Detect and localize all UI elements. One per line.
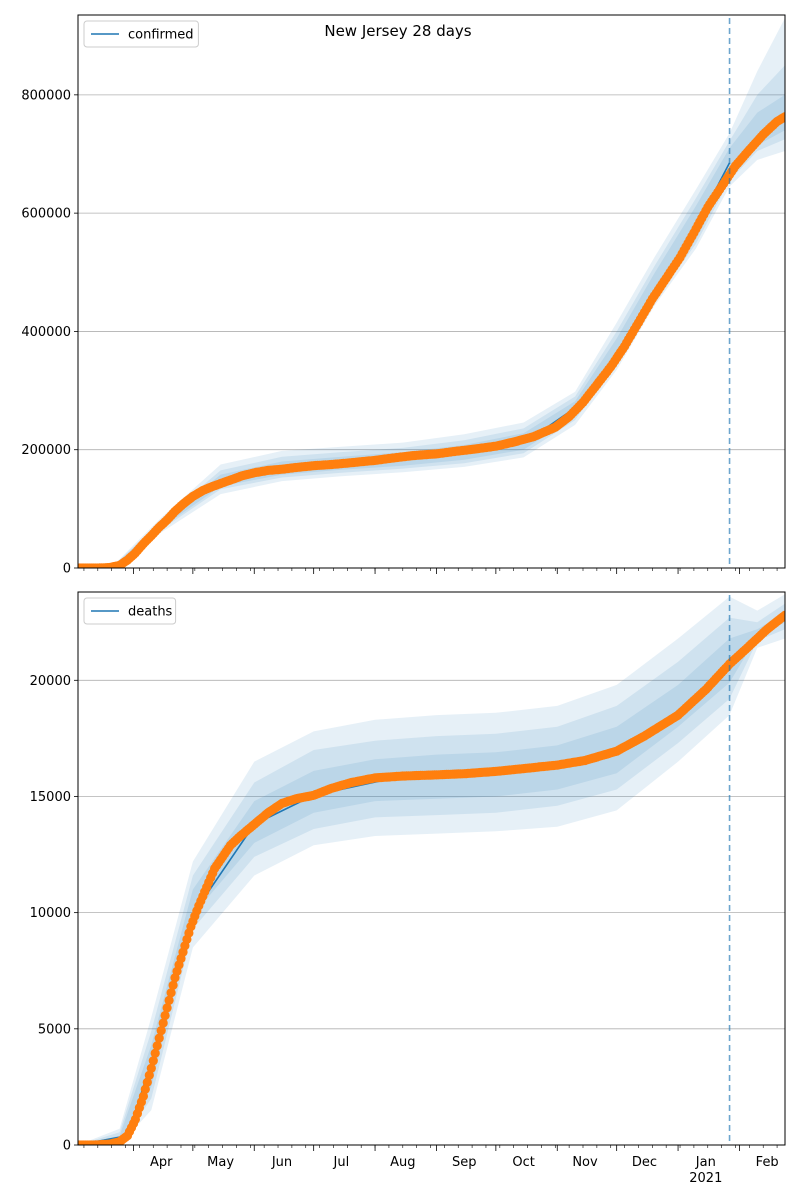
x-tick-label: Sep [452, 1155, 477, 1170]
observed-points [78, 610, 785, 1145]
observed-point [142, 1077, 152, 1087]
x-tick-label: Oct [512, 1155, 534, 1170]
observed-point [166, 988, 176, 998]
chart-title: New Jersey 28 days [324, 22, 471, 40]
x-tick-label: Nov [572, 1155, 598, 1170]
axes-frame [77, 591, 786, 1146]
legend-box [83, 20, 199, 48]
legend: confirmed [83, 20, 199, 48]
uncertainty-band [78, 612, 785, 1145]
uncertainty-band [78, 594, 785, 1145]
x-tick-label: Jun [271, 1155, 292, 1170]
y-tick-label: 5000 [38, 1022, 71, 1037]
y-tick-label: 0 [63, 1139, 71, 1154]
observed-point [144, 1070, 154, 1080]
observed-point [156, 1026, 166, 1036]
x-tick-label: Dec [632, 1155, 657, 1170]
plot-area [78, 18, 785, 568]
x-tick-label: Jan [695, 1155, 716, 1170]
y-tick-label: 10000 [30, 906, 71, 921]
deaths-panel: 0 5000 10000 15000 20000 Apr May Jun Jul Aug Sep Oc… [30, 591, 786, 1186]
y-tick-label: 600000 [21, 207, 71, 222]
observed-point [146, 1063, 156, 1073]
observed-point [780, 112, 785, 122]
observed-point [150, 1048, 160, 1058]
observed-point [162, 1003, 172, 1013]
y-tick-label: 15000 [30, 790, 71, 805]
observed-points [78, 112, 785, 568]
x-tick-label: Jul [333, 1155, 350, 1170]
x-tick-label: Feb [756, 1155, 779, 1170]
uncertainty-band [78, 65, 785, 568]
legend-label: confirmed [128, 28, 194, 43]
axes-frame [77, 14, 786, 569]
observed-point [168, 980, 178, 990]
legend: deaths [83, 597, 177, 625]
uncertainty-band [78, 18, 785, 568]
y-tick-label: 400000 [21, 325, 71, 340]
uncertainty-band [78, 603, 785, 1145]
legend-box [83, 597, 177, 625]
legend-label: deaths [128, 605, 173, 620]
observed-point [138, 1091, 148, 1101]
x-tick-label: Aug [390, 1155, 415, 1170]
observed-point [160, 1010, 170, 1021]
y-tick-label: 20000 [30, 674, 71, 689]
y-tick-label: 800000 [21, 88, 71, 103]
observed-point [154, 1033, 164, 1043]
x-tick-label: Apr [150, 1155, 173, 1170]
y-tick-label: 0 [63, 562, 71, 577]
observed-point [152, 1041, 162, 1051]
observed-point [164, 995, 174, 1006]
observed-point [148, 1056, 158, 1066]
y-tick-label: 200000 [21, 443, 71, 458]
observed-point [140, 1084, 150, 1094]
x-year-label: 2021 [689, 1171, 722, 1186]
observed-point [780, 610, 785, 620]
x-tick-label: May [207, 1155, 234, 1170]
plot-area [78, 594, 785, 1145]
observed-point [158, 1018, 168, 1028]
confirmed-panel: 0 200000 400000 600000 800000 confirmed [21, 14, 786, 577]
